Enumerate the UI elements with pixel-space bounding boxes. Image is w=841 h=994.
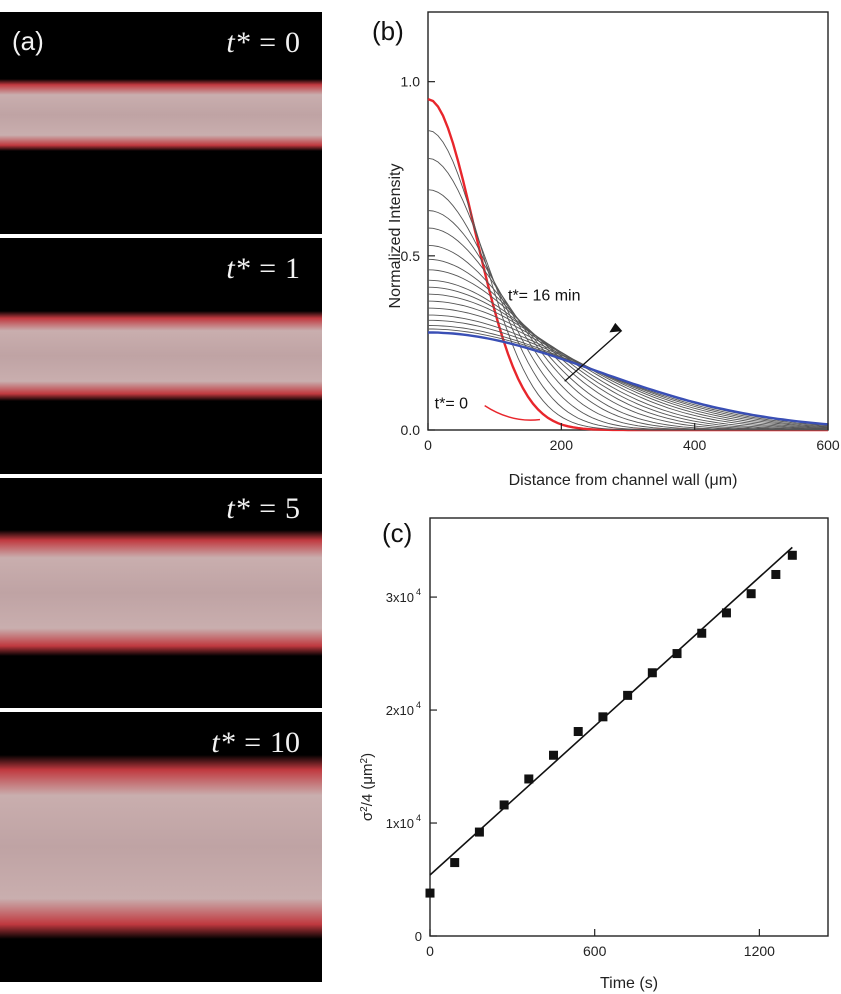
time-label: t* = 1 (226, 252, 300, 285)
panel-a-image-sequence: (a) t* = 0 t* = 1 t* = 5 t* = 10 (0, 0, 330, 994)
profile-line-initial (427, 97, 828, 432)
profile-line-intermediate (427, 244, 828, 431)
profile-line-intermediate (427, 258, 828, 431)
data-point (524, 774, 534, 784)
fluorescence-frame-t10: t* = 10 (0, 712, 322, 982)
profile-line-intermediate (427, 293, 829, 430)
data-point (746, 589, 756, 599)
time-label: t* = 10 (211, 726, 300, 759)
profile-line-intermediate (427, 129, 828, 431)
panel-c-letter: (c) (382, 518, 413, 548)
fluorescence-frame-t0: (a) t* = 0 (0, 12, 322, 234)
y-tick-label: 1x10 (386, 816, 414, 831)
annotation-arrow-head (609, 322, 623, 333)
y-axis-label-part: /4 (μm (359, 763, 376, 806)
profile-line-intermediate (427, 269, 828, 431)
x-tick-label: 400 (683, 437, 707, 453)
x-axis-label: Time (s) (600, 975, 658, 992)
fluorescence-band (0, 311, 322, 401)
annotation-pointer (484, 405, 541, 421)
y-axis-label-part: σ (359, 811, 376, 821)
x-axis-label: Distance from channel wall (μm) (509, 472, 738, 489)
y-tick-label: 2x10 (386, 703, 414, 718)
y-tick-exponent: 4 (416, 813, 421, 823)
y-axis-label-part: 2 (359, 806, 370, 812)
data-point (425, 888, 435, 898)
data-point (771, 569, 781, 579)
y-tick-label: 0 (415, 929, 422, 944)
profile-line-intermediate (427, 300, 829, 430)
annotation-arrow-shaft (564, 330, 622, 382)
profile-line-final (428, 331, 829, 426)
profile-line-intermediate (427, 210, 828, 431)
data-point (697, 628, 707, 638)
plot-frame (429, 517, 829, 937)
panel-a-letter: (a) (12, 26, 44, 56)
panel-b-letter: (b) (372, 16, 404, 46)
profile-line-intermediate (427, 307, 829, 429)
time-label: t* = 0 (226, 26, 300, 59)
x-tick-label: 600 (583, 943, 607, 959)
y-tick-exponent: 4 (416, 700, 421, 710)
y-axis-label-part: ) (359, 753, 376, 758)
y-tick-exponent: 4 (416, 587, 421, 597)
y-axis-label: σ2/4 (μm2) (359, 753, 377, 821)
y-tick-label: 0.0 (401, 422, 421, 438)
profile-line-intermediate (427, 325, 829, 427)
chart-b: 0 200 400 600 0.0 0.5 1.0 Distance from channel… (387, 11, 840, 489)
annotation-initial-time: t*= 0 (435, 396, 468, 413)
x-tick-label: 0 (426, 943, 434, 959)
data-point (573, 727, 583, 737)
y-axis-label-part: 2 (359, 757, 370, 763)
x-tick-label: 200 (550, 437, 574, 453)
data-point (787, 550, 797, 560)
y-tick-label: 0.5 (401, 248, 421, 264)
annotation-final-time: t*= 16 min (508, 288, 580, 305)
profile-line-intermediate (427, 279, 828, 431)
x-tick-label: 1200 (744, 943, 775, 959)
data-point (623, 690, 633, 700)
profile-line-intermediate (427, 157, 828, 431)
data-point (549, 750, 559, 760)
data-point (672, 649, 682, 659)
profile-line-intermediate (428, 319, 829, 428)
profile-line-intermediate (427, 286, 829, 430)
profile-line-intermediate (428, 314, 829, 428)
fluorescence-band (0, 529, 322, 657)
x-tick-label: 0 (424, 437, 432, 453)
fluorescence-frame-t5: t* = 5 (0, 478, 322, 708)
fit-line (429, 546, 793, 876)
x-tick-label: 600 (816, 437, 840, 453)
data-point (499, 800, 509, 810)
fluorescence-frame-t1: t* = 1 (0, 238, 322, 474)
profile-line-intermediate (428, 328, 829, 426)
data-point (598, 712, 608, 722)
data-point (474, 827, 484, 837)
profile-line-intermediate (427, 189, 828, 431)
plot-frame (427, 11, 829, 431)
fluorescence-band (0, 755, 322, 939)
data-point (647, 668, 657, 678)
time-label: t* = 5 (226, 492, 300, 525)
profile-line-intermediate (427, 227, 828, 431)
data-point (450, 858, 460, 868)
fluorescence-band (0, 79, 322, 151)
data-point (721, 608, 731, 618)
y-axis-label: Normalized Intensity (387, 164, 404, 309)
y-tick-label: 3x10 (386, 590, 414, 605)
y-tick-label: 1.0 (401, 74, 421, 90)
